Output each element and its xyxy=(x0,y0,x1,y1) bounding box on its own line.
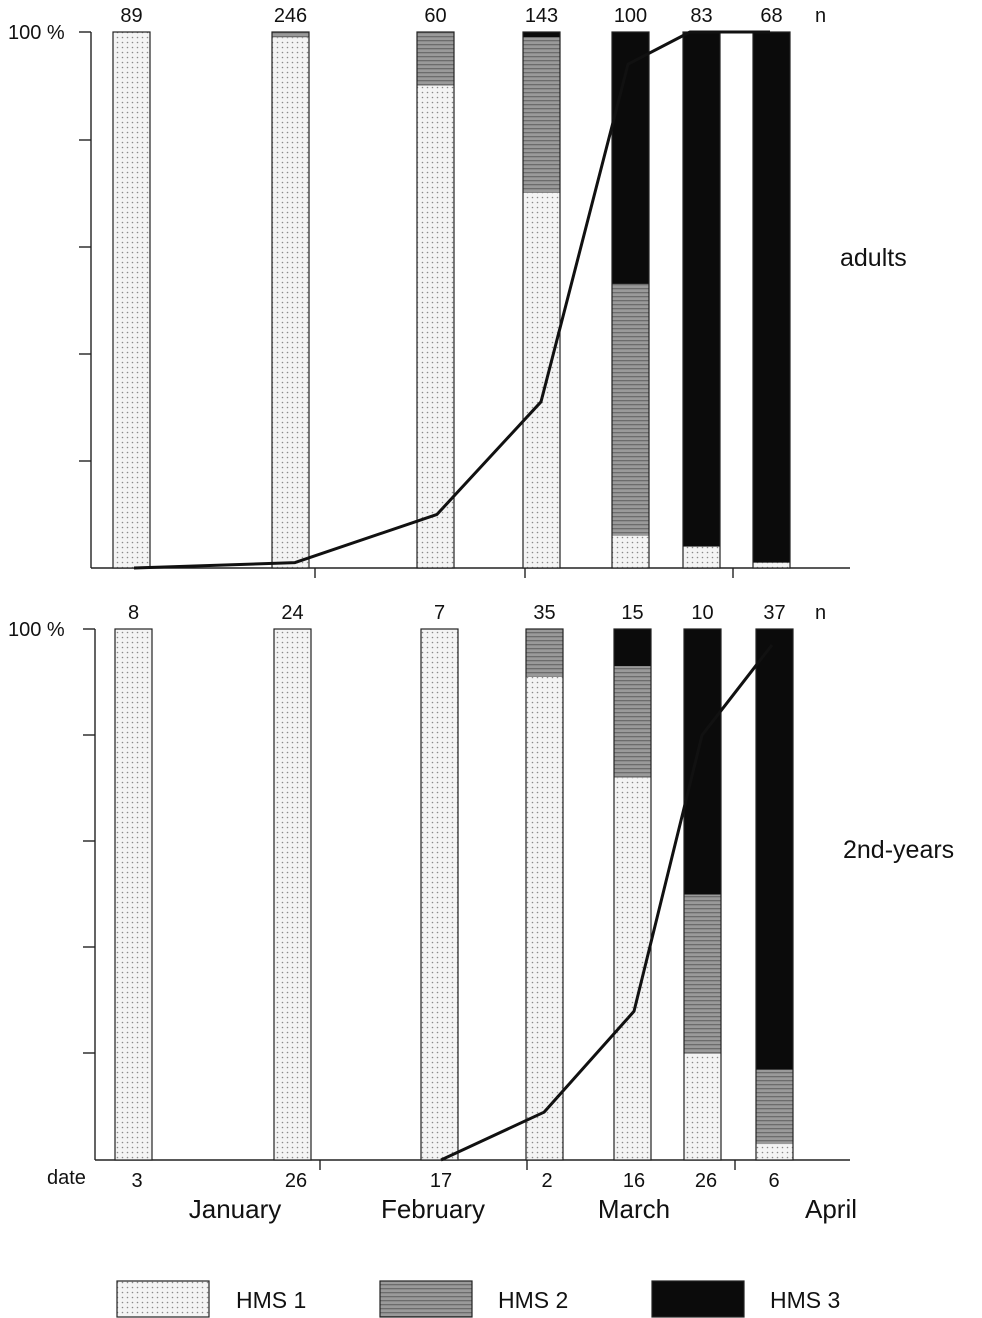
bar-segment-hms1 xyxy=(612,535,649,568)
bar-segment-hms1 xyxy=(115,629,152,1160)
legend-swatch-hms1 xyxy=(116,1280,210,1318)
date-label: 17 xyxy=(430,1170,452,1192)
bar-outline xyxy=(752,31,791,569)
bar-outline xyxy=(112,31,151,569)
n-count-label: 24 xyxy=(281,602,303,624)
legend-swatch-hms3 xyxy=(651,1280,745,1318)
bar-segment-hms3 xyxy=(683,32,720,547)
bar-outline xyxy=(522,31,561,569)
bar-segment-hms3 xyxy=(756,629,793,1070)
bar-outline xyxy=(683,628,722,1161)
bar-outline xyxy=(525,628,564,1161)
bar-segment-hms1 xyxy=(417,85,454,568)
date-label: 26 xyxy=(695,1170,717,1192)
x-axis-title: date xyxy=(47,1167,86,1189)
bar-outline xyxy=(420,628,459,1161)
bar-segment-hms3 xyxy=(684,629,721,895)
bar-segment-hms1 xyxy=(272,37,309,569)
bar-segment-hms3 xyxy=(612,32,649,284)
trend-line xyxy=(440,643,774,1162)
bar-segment-hms1 xyxy=(523,192,560,569)
bar-segment-hms1 xyxy=(274,629,311,1160)
n-label: n xyxy=(815,602,826,624)
bar-segment-hms3 xyxy=(753,32,790,563)
n-count-label: 37 xyxy=(763,602,785,624)
date-label: 6 xyxy=(768,1170,779,1192)
n-count-label: 10 xyxy=(691,602,713,624)
bar-segment-hms1 xyxy=(113,32,150,568)
month-label: March xyxy=(598,1194,670,1224)
bar-outline xyxy=(416,31,455,569)
n-count-label: 60 xyxy=(424,5,446,27)
bar-segment-hms2 xyxy=(756,1069,793,1145)
panel-label: adults xyxy=(840,244,907,272)
bar-outline xyxy=(273,628,312,1161)
date-label: 3 xyxy=(131,1170,142,1192)
bar-segment-hms1 xyxy=(526,676,563,1160)
n-count-label: 35 xyxy=(533,602,555,624)
month-label: January xyxy=(189,1194,282,1224)
legend: HMS 1 HMS 2 HMS 3 xyxy=(116,1280,840,1318)
bar-segment-hms2 xyxy=(612,283,649,536)
bar-segment-hms2 xyxy=(272,32,309,38)
n-count-label: 68 xyxy=(760,5,782,27)
n-label: n xyxy=(815,5,826,27)
date-label: 26 xyxy=(285,1170,307,1192)
bar-outline xyxy=(613,628,652,1161)
y-tick-label-100: 100 % xyxy=(8,619,65,641)
bar-outline xyxy=(271,31,310,569)
bar-outline xyxy=(755,628,794,1161)
bar-outline xyxy=(611,31,650,569)
bar-outline xyxy=(114,628,153,1161)
n-count-label: 246 xyxy=(274,5,307,27)
date-label: 2 xyxy=(541,1170,552,1192)
bar-segment-hms1 xyxy=(421,629,458,1160)
n-count-label: 83 xyxy=(690,5,712,27)
legend-label-hms1: HMS 1 xyxy=(236,1287,306,1313)
bar-segment-hms2 xyxy=(614,666,651,778)
n-count-label: 8 xyxy=(128,602,139,624)
n-count-label: 7 xyxy=(434,602,445,624)
legend-swatch-hms2 xyxy=(379,1280,473,1318)
panel-2nd-years: 100 % n 2nd-years 8 24 7 35 15 10 37 xyxy=(8,602,954,1170)
bar-segment-hms1 xyxy=(753,562,790,568)
panel-adults: 100 % n adults 89 246 60 143 100 83 68 xyxy=(8,5,907,578)
n-count-label: 100 xyxy=(614,5,647,27)
y-tick-label-100: 100 % xyxy=(8,22,65,44)
n-count-label: 143 xyxy=(525,5,558,27)
legend-label-hms3: HMS 3 xyxy=(770,1287,840,1313)
n-count-label: 15 xyxy=(621,602,643,624)
legend-label-hms2: HMS 2 xyxy=(498,1287,568,1313)
month-label: April xyxy=(805,1194,857,1224)
n-count-label: 89 xyxy=(120,5,142,27)
bar-segment-hms2 xyxy=(684,894,721,1054)
bar-segment-hms2 xyxy=(526,629,563,677)
date-label: 16 xyxy=(623,1170,645,1192)
trend-line xyxy=(133,30,770,570)
bar-segment-hms1 xyxy=(684,1053,721,1160)
bar-segment-hms2 xyxy=(523,37,560,193)
month-label: February xyxy=(381,1194,485,1224)
bar-segment-hms1 xyxy=(683,546,720,568)
bar-segment-hms3 xyxy=(614,629,651,667)
bar-segment-hms2 xyxy=(417,32,454,86)
bar-segment-hms1 xyxy=(756,1144,793,1160)
bar-segment-hms3 xyxy=(523,32,560,38)
panel-label: 2nd-years xyxy=(843,836,954,864)
